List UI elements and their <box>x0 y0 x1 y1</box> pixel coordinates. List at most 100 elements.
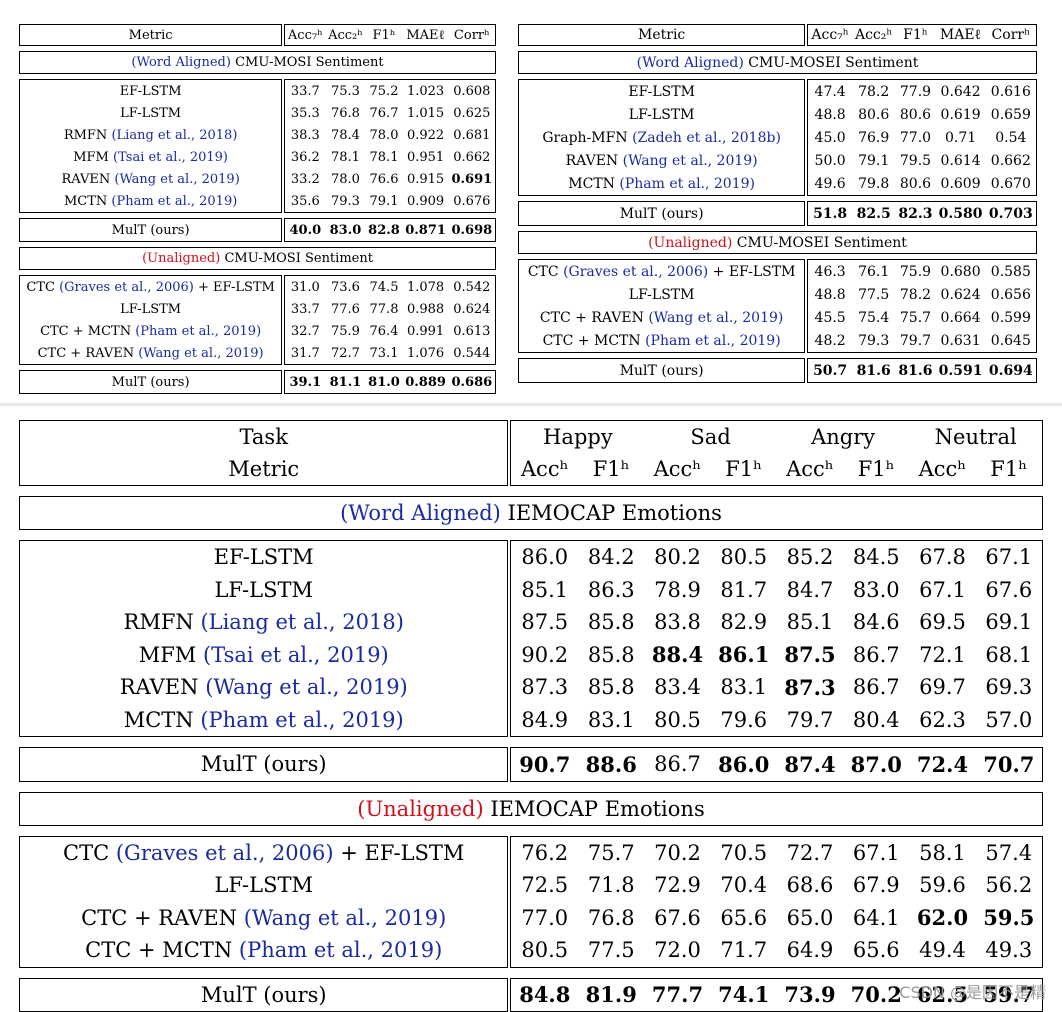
citation-link[interactable]: (Wang et al., 2019) <box>622 152 758 169</box>
method-label: MFM <box>138 642 203 667</box>
value-cell: 33.7 <box>290 83 320 99</box>
citation-link[interactable]: (Pham et al., 2019) <box>200 707 404 732</box>
table-row: EF-LSTM 47.4 78.2 77.9 0.642 0.616 <box>518 79 1037 103</box>
task-name: Sad <box>690 425 731 449</box>
table-row: CTC (Graves et al., 2006) + EF-LSTM 76.2 7… <box>19 836 1043 869</box>
method-name: RMFN (Liang et al., 2018) <box>19 606 512 639</box>
value-cell: 79.1 <box>369 193 399 209</box>
value-cell: 0.619 <box>940 106 981 123</box>
value-cell: 73.1 <box>369 345 399 361</box>
value-cell: 79.5 <box>899 152 932 169</box>
method-label: CTC + MCTN <box>85 938 239 963</box>
value-cell: 0.71 <box>945 129 977 146</box>
value-cell: 75.9 <box>899 263 932 280</box>
citation-link[interactable]: (Wang et al., 2019) <box>138 345 264 361</box>
method-name: CTC + MCTN (Pham et al., 2019) <box>518 329 809 353</box>
value-cell: 70.2 <box>850 982 902 1008</box>
table-row: LF-LSTM 33.7 77.6 77.8 0.988 0.624 <box>19 298 496 320</box>
value-cell: 81.9 <box>585 982 637 1008</box>
citation-link[interactable]: (Liang et al., 2018) <box>200 610 404 635</box>
value-cell: 82.8 <box>368 222 400 238</box>
citation-link[interactable]: (Pham et al., 2019) <box>135 323 262 339</box>
value-cell: 86.7 <box>654 752 701 777</box>
value-cell: 0.909 <box>406 193 445 209</box>
table-row: LF-LSTM 48.8 80.6 80.6 0.619 0.659 <box>518 103 1037 126</box>
value-cell: 32.7 <box>290 323 320 339</box>
value-cell: 87.4 <box>784 751 836 777</box>
method-label: LF-LSTM <box>214 577 313 602</box>
value-cell: 0.694 <box>988 362 1033 379</box>
citation-link[interactable]: (Pham et al., 2019) <box>619 175 755 192</box>
value-cell: 84.8 <box>519 982 571 1008</box>
value-cell: 76.8 <box>331 105 360 121</box>
value-cell: 69.5 <box>919 610 966 635</box>
citation-link[interactable]: (Pham et al., 2019) <box>111 193 238 209</box>
value-cell: 83.0 <box>852 577 900 602</box>
value-cell: 0.664 <box>940 309 981 326</box>
citation-link[interactable]: (Wang et al., 2019) <box>243 905 447 930</box>
column-header: Acc₂ʰ <box>328 27 363 43</box>
value-cell: 49.6 <box>814 175 846 192</box>
method-label: LF-LSTM <box>120 105 182 121</box>
value-cell: 70.4 <box>720 873 768 898</box>
citation-link[interactable]: (Pham et al., 2019) <box>645 332 781 349</box>
value-cell: 67.9 <box>852 873 900 898</box>
section-name: CMU-MOSI Sentiment <box>230 55 384 70</box>
citation-link[interactable]: (Wang et al., 2019) <box>205 675 408 700</box>
value-cell: 80.6 <box>899 106 932 123</box>
citation-link[interactable]: (Tsai et al., 2019) <box>112 149 229 165</box>
value-cell: 0.922 <box>406 127 445 143</box>
citation-link[interactable]: (Graves et al., 2006) <box>563 263 709 280</box>
value-cell: 67.1 <box>852 840 900 865</box>
value-cell: 59.5 <box>983 905 1035 931</box>
table-row: CTC + MCTN (Pham et al., 2019) 80.5 77.5 72… <box>19 934 1043 967</box>
table-row: MFM (Tsai et al., 2019) 36.2 78.1 78.1 0.951… <box>19 146 496 168</box>
value-cell: 1.076 <box>406 345 445 361</box>
aligned-section-title: (Word Aligned) CMU-MOSEI Sentiment <box>519 52 1037 74</box>
value-cell: 84.7 <box>786 577 834 602</box>
value-cell: 76.8 <box>587 905 635 930</box>
value-cell: 75.4 <box>858 309 890 326</box>
value-cell: 62.5 <box>916 982 969 1008</box>
citation-link[interactable]: (Graves et al., 2006) <box>115 840 334 865</box>
table-row: CTC (Graves et al., 2006) + EF-LSTM 31.0 7… <box>19 275 496 298</box>
method-name: MCTN (Pham et al., 2019) <box>19 190 286 213</box>
section-name: IEMOCAP Emotions <box>500 501 722 525</box>
value-cell: 80.2 <box>654 545 701 570</box>
value-cell: 77.6 <box>331 301 360 317</box>
value-cell: 0.662 <box>453 149 491 165</box>
value-cell: 85.8 <box>587 642 635 667</box>
value-cell: 81.7 <box>720 577 768 602</box>
value-cell: 87.3 <box>521 675 569 700</box>
method-label: RMFN <box>63 127 112 143</box>
citation-link[interactable]: (Tsai et al., 2019) <box>202 642 389 667</box>
value-cell: 0.591 <box>938 362 983 379</box>
value-cell: 58.1 <box>919 840 966 865</box>
aligned-label: (Word Aligned) <box>340 501 501 525</box>
value-cell: 77.9 <box>899 83 932 100</box>
value-cell: 78.0 <box>369 127 399 143</box>
citation-link[interactable]: (Liang et al., 2018) <box>111 127 238 143</box>
method-name: LF-LSTM <box>19 573 512 606</box>
value-cell: 79.8 <box>858 175 890 192</box>
table-row: RMFN (Liang et al., 2018) 38.3 78.4 78.0 0.9… <box>19 124 496 146</box>
value-cell: 76.7 <box>369 105 399 121</box>
task-name: Happy <box>543 425 613 449</box>
method-label: EF-LSTM <box>119 83 182 99</box>
citation-link[interactable]: (Pham et al., 2019) <box>238 938 443 963</box>
value-cell: 72.4 <box>916 751 969 777</box>
method-label: MCTN <box>123 707 201 732</box>
value-cell: 77.0 <box>521 905 569 930</box>
method-name: MulT (ours) <box>19 370 286 394</box>
table-row: MCTN (Pham et al., 2019) 49.6 79.8 80.6 0.60… <box>518 172 1037 196</box>
table-row: MCTN (Pham et al., 2019) 84.9 83.1 80.5 79.6… <box>19 703 1043 737</box>
value-cell: 85.1 <box>521 577 569 602</box>
citation-link[interactable]: (Wang et al., 2019) <box>648 309 784 326</box>
method-label: CTC + RAVEN <box>37 345 139 361</box>
citation-link[interactable]: (Zadeh et al., 2018b) <box>632 129 781 146</box>
citation-link[interactable]: (Wang et al., 2019) <box>114 171 240 187</box>
value-cell: 0.703 <box>988 205 1033 222</box>
citation-link[interactable]: (Graves et al., 2006) <box>59 279 194 295</box>
value-cell: 0.542 <box>453 279 491 295</box>
value-cell: 79.3 <box>858 332 890 349</box>
